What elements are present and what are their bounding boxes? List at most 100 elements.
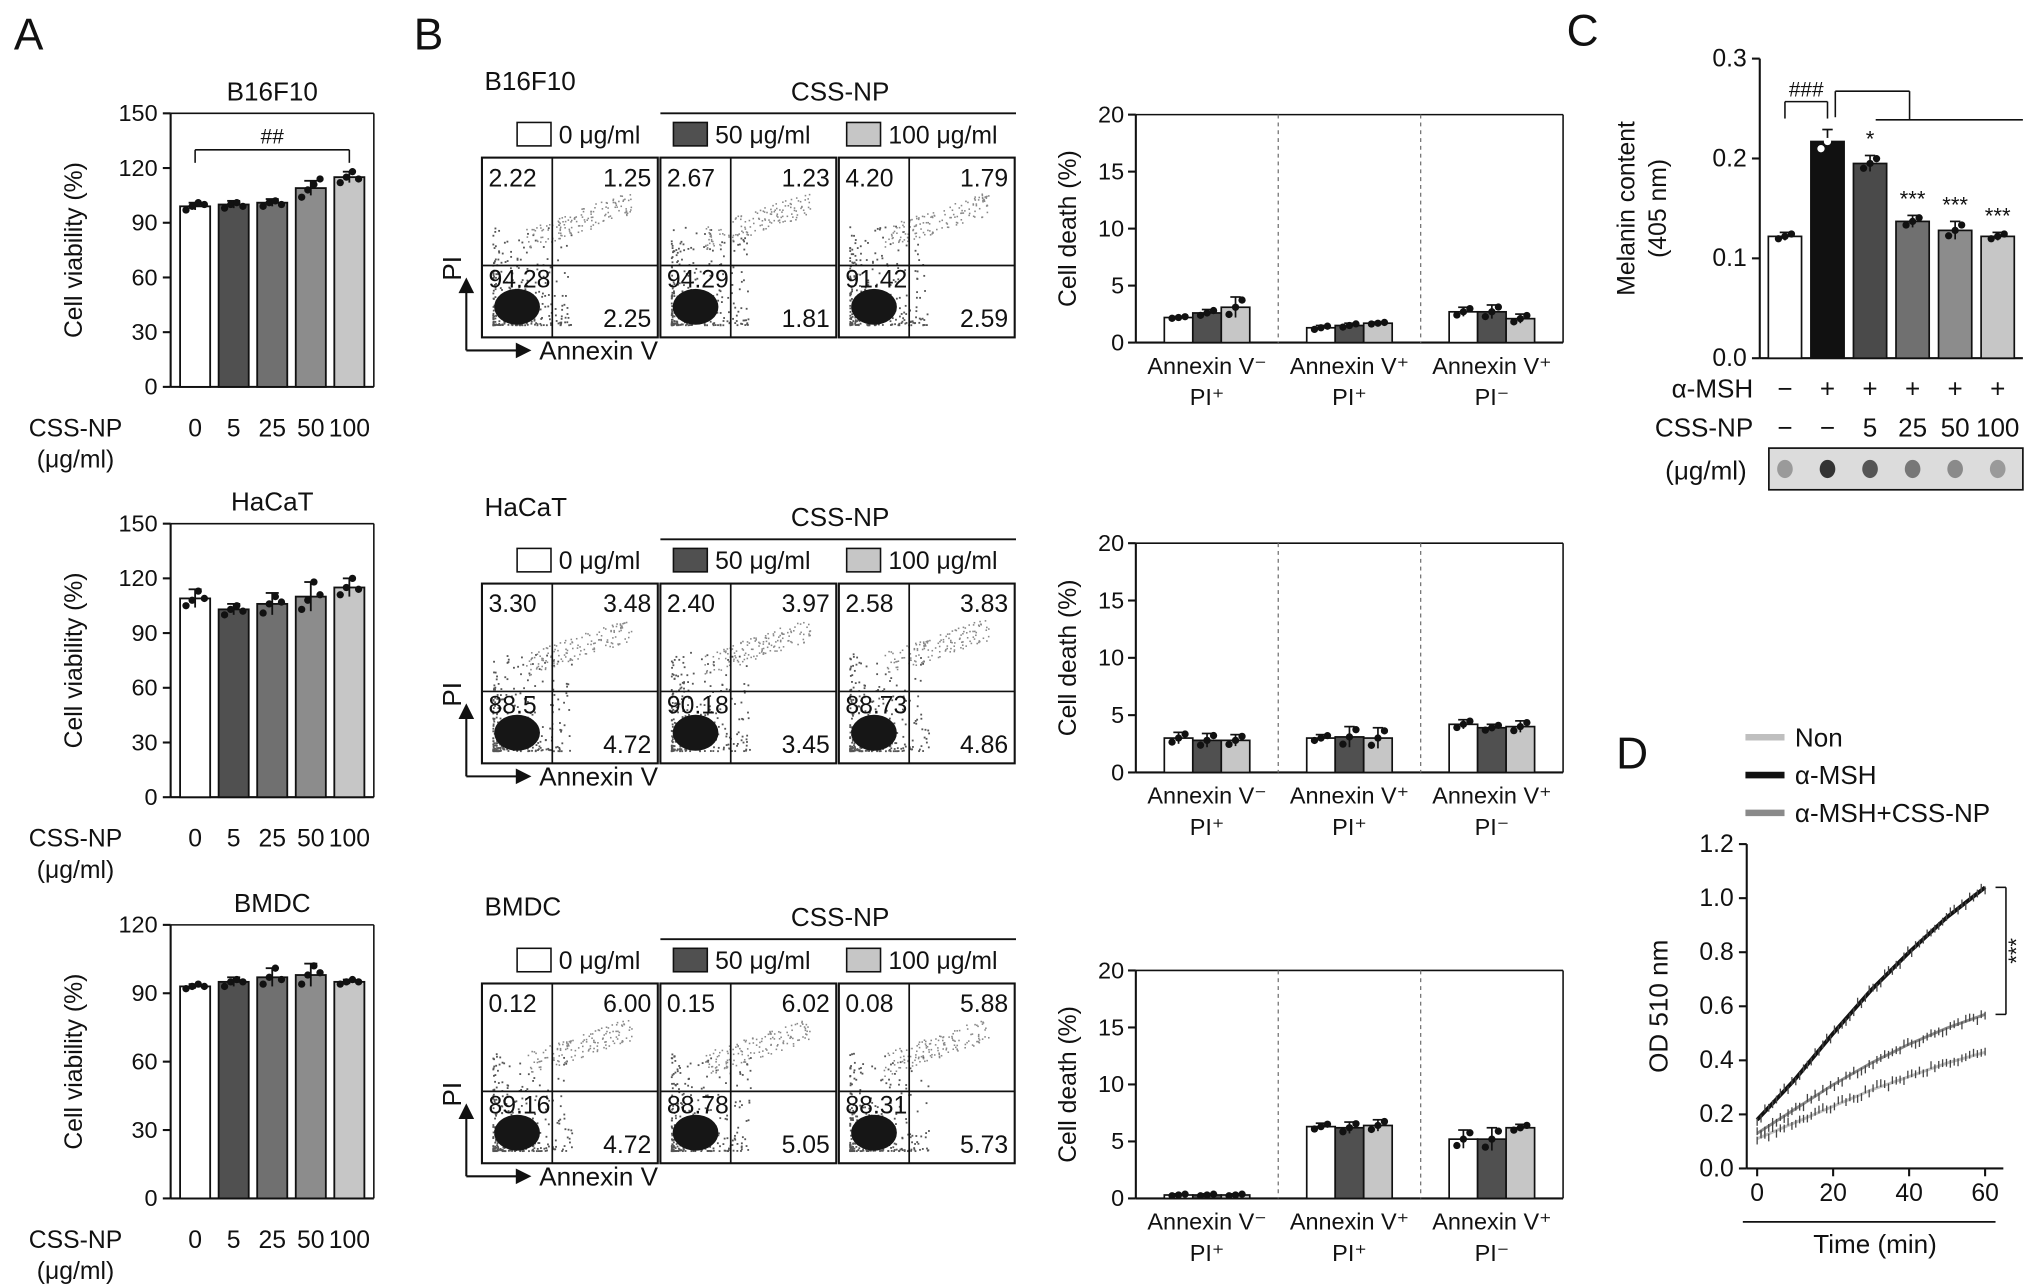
- flow-dot: [554, 1139, 557, 1142]
- flow-dot: [740, 218, 742, 221]
- flow-dot: [742, 718, 745, 721]
- flow-dot: [867, 284, 870, 286]
- flow-dot: [524, 288, 527, 291]
- data-point: [1987, 235, 1995, 243]
- flow-dot: [535, 744, 538, 746]
- data-point: [277, 200, 286, 209]
- flow-dot: [727, 652, 729, 655]
- flow-dot: [507, 658, 510, 661]
- flow-dot: [900, 1092, 903, 1095]
- flow-dot: [547, 652, 549, 655]
- flow-dot: [621, 626, 623, 628]
- flow-dot: [570, 1049, 573, 1051]
- flow-dot: [803, 1026, 806, 1028]
- flow-dot: [903, 1055, 905, 1058]
- data-point: [182, 602, 190, 610]
- flow-dot: [728, 311, 730, 314]
- flow-dot: [859, 746, 862, 749]
- flow-dot: [558, 1055, 561, 1057]
- flow-dot: [688, 714, 690, 716]
- flow-dot: [981, 1023, 984, 1025]
- flow-dot: [984, 1036, 986, 1038]
- x-tick-label: 20: [1819, 1180, 1847, 1207]
- flow-dot: [581, 636, 583, 639]
- flow-dot: [894, 1072, 896, 1075]
- data-point: [200, 982, 209, 991]
- data-point: [342, 978, 350, 986]
- flow-dot: [671, 747, 673, 750]
- flow-dot: [954, 1046, 957, 1049]
- flow-dot: [719, 312, 722, 314]
- flow-dot: [976, 1024, 978, 1027]
- flow-dot: [920, 717, 923, 720]
- flow-dot: [496, 1149, 498, 1152]
- flow-dot: [619, 623, 622, 625]
- flow-dot: [769, 1030, 771, 1033]
- flow-dot: [758, 1046, 761, 1048]
- flow-dot: [691, 682, 694, 685]
- flow-dot: [898, 1066, 900, 1069]
- bar: [1163, 316, 1194, 344]
- flow-dot: [850, 253, 853, 256]
- flow-dot: [732, 1149, 735, 1152]
- flow-dot: [547, 227, 550, 230]
- flow-dot: [678, 658, 681, 661]
- alpha-msh-value: +: [1862, 373, 1877, 403]
- flow-dot: [860, 747, 863, 750]
- flow-dot: [762, 228, 765, 230]
- flow-dot: [953, 650, 956, 653]
- flow-dot: [559, 1049, 562, 1052]
- flow-dot: [890, 651, 893, 653]
- flow-dot: [742, 741, 745, 744]
- flow-dot: [856, 1115, 859, 1118]
- flow-dot: [941, 219, 944, 222]
- flow-dot: [556, 663, 559, 665]
- flow-dot: [569, 1040, 572, 1043]
- flow-dot: [922, 324, 925, 326]
- y-axis-label: Cell death (%): [1055, 150, 1082, 307]
- flow-dot: [690, 1086, 693, 1089]
- flow-dot: [549, 749, 552, 752]
- flow-dot: [763, 211, 766, 213]
- flow-dot: [802, 1023, 804, 1025]
- flow-dot: [597, 1042, 599, 1044]
- flow-dot: [610, 629, 612, 632]
- flow-dot: [616, 1038, 619, 1040]
- flow-dot: [782, 1042, 784, 1044]
- flow-dot: [884, 673, 887, 676]
- flow-dot: [521, 241, 524, 244]
- data-point: [227, 605, 235, 614]
- data-point: [1958, 221, 1966, 229]
- flow-dot: [964, 627, 967, 629]
- y-tick-label: 0.6: [1699, 993, 1733, 1020]
- flow-dot: [918, 317, 921, 320]
- flow-dot: [930, 1056, 933, 1059]
- y-tick-label: 20: [1098, 957, 1124, 983]
- flow-dot: [526, 267, 529, 270]
- flow-dot: [903, 226, 905, 228]
- flow-dot: [536, 239, 538, 242]
- flow-dot: [943, 1043, 945, 1046]
- series-line: [1755, 885, 1987, 1122]
- flow-dot: [530, 668, 532, 671]
- flow-dot: [909, 1133, 912, 1136]
- flow-dot: [550, 303, 553, 306]
- flow-dot: [541, 749, 544, 751]
- flow-dot: [971, 1044, 974, 1046]
- flow-dot: [526, 323, 529, 326]
- flow-dot: [975, 203, 978, 205]
- flow-dot: [558, 1122, 561, 1125]
- flow-dot: [540, 749, 543, 752]
- flow-dot: [916, 647, 919, 650]
- flow-dot: [593, 648, 596, 650]
- flow-dot: [675, 702, 678, 705]
- flow-dot: [776, 213, 779, 216]
- flow-dot: [914, 677, 917, 680]
- flow-dot: [699, 750, 701, 753]
- flow-dot: [559, 1118, 562, 1121]
- flow-dot: [863, 687, 866, 690]
- flow-dot: [850, 293, 852, 296]
- flow-dot: [544, 305, 547, 308]
- flow-dot: [567, 1128, 570, 1131]
- x-tick-label: 5: [227, 415, 241, 442]
